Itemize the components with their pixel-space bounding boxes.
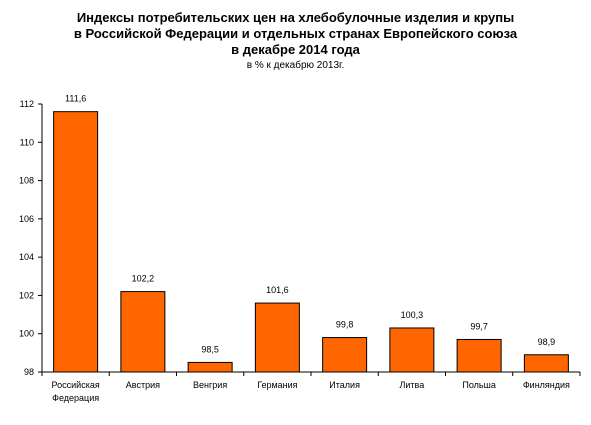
- bar: [389, 327, 435, 373]
- bar: [254, 302, 300, 373]
- y-tick-label: 108: [19, 176, 34, 186]
- data-label: 98,9: [538, 337, 556, 347]
- bar: [120, 291, 166, 373]
- y-tick-label: 100: [19, 329, 34, 339]
- y-tick-label: 104: [19, 252, 34, 262]
- bar: [187, 361, 233, 373]
- chart-subtitle: в % к декабрю 2013г.: [246, 60, 345, 71]
- x-tick-label: Федерация: [52, 393, 99, 403]
- y-tick-label: 102: [19, 290, 34, 300]
- data-label: 101,6: [266, 285, 289, 295]
- chart-title-line-2: в Российской Федерации и отдельных стран…: [73, 26, 518, 41]
- x-tick-label: Литва: [400, 380, 425, 390]
- x-tick-label: Австрия: [126, 380, 160, 390]
- chart-title: Индексы потребительских цен на хлебобуло…: [0, 10, 591, 58]
- data-label: 98,5: [201, 344, 219, 354]
- data-label: 102,2: [132, 274, 155, 284]
- y-tick-label: 110: [20, 137, 34, 147]
- data-label: 99,8: [336, 320, 354, 330]
- bar: [456, 338, 502, 373]
- chart-title-line-3: в декабре 2014 года: [231, 42, 360, 57]
- y-tick-label: 112: [20, 99, 34, 109]
- bar: [322, 337, 368, 373]
- x-tick-label: Германия: [257, 380, 297, 390]
- data-label: 111,6: [65, 94, 86, 104]
- chart-title-line-1: Индексы потребительских цен на хлебобуло…: [76, 10, 515, 25]
- x-tick-label: Польша: [462, 380, 495, 390]
- y-tick-label: 98: [24, 367, 34, 377]
- data-label: 100,3: [401, 310, 424, 320]
- data-label: 99,7: [470, 321, 488, 331]
- x-tick-label: Российская: [52, 380, 100, 390]
- bar: [523, 354, 569, 373]
- x-tick-label: Италия: [329, 380, 360, 390]
- x-tick-label: Финляндия: [523, 380, 570, 390]
- y-tick-label: 106: [19, 214, 34, 224]
- bar: [53, 111, 99, 373]
- x-tick-label: Венгрия: [193, 380, 227, 390]
